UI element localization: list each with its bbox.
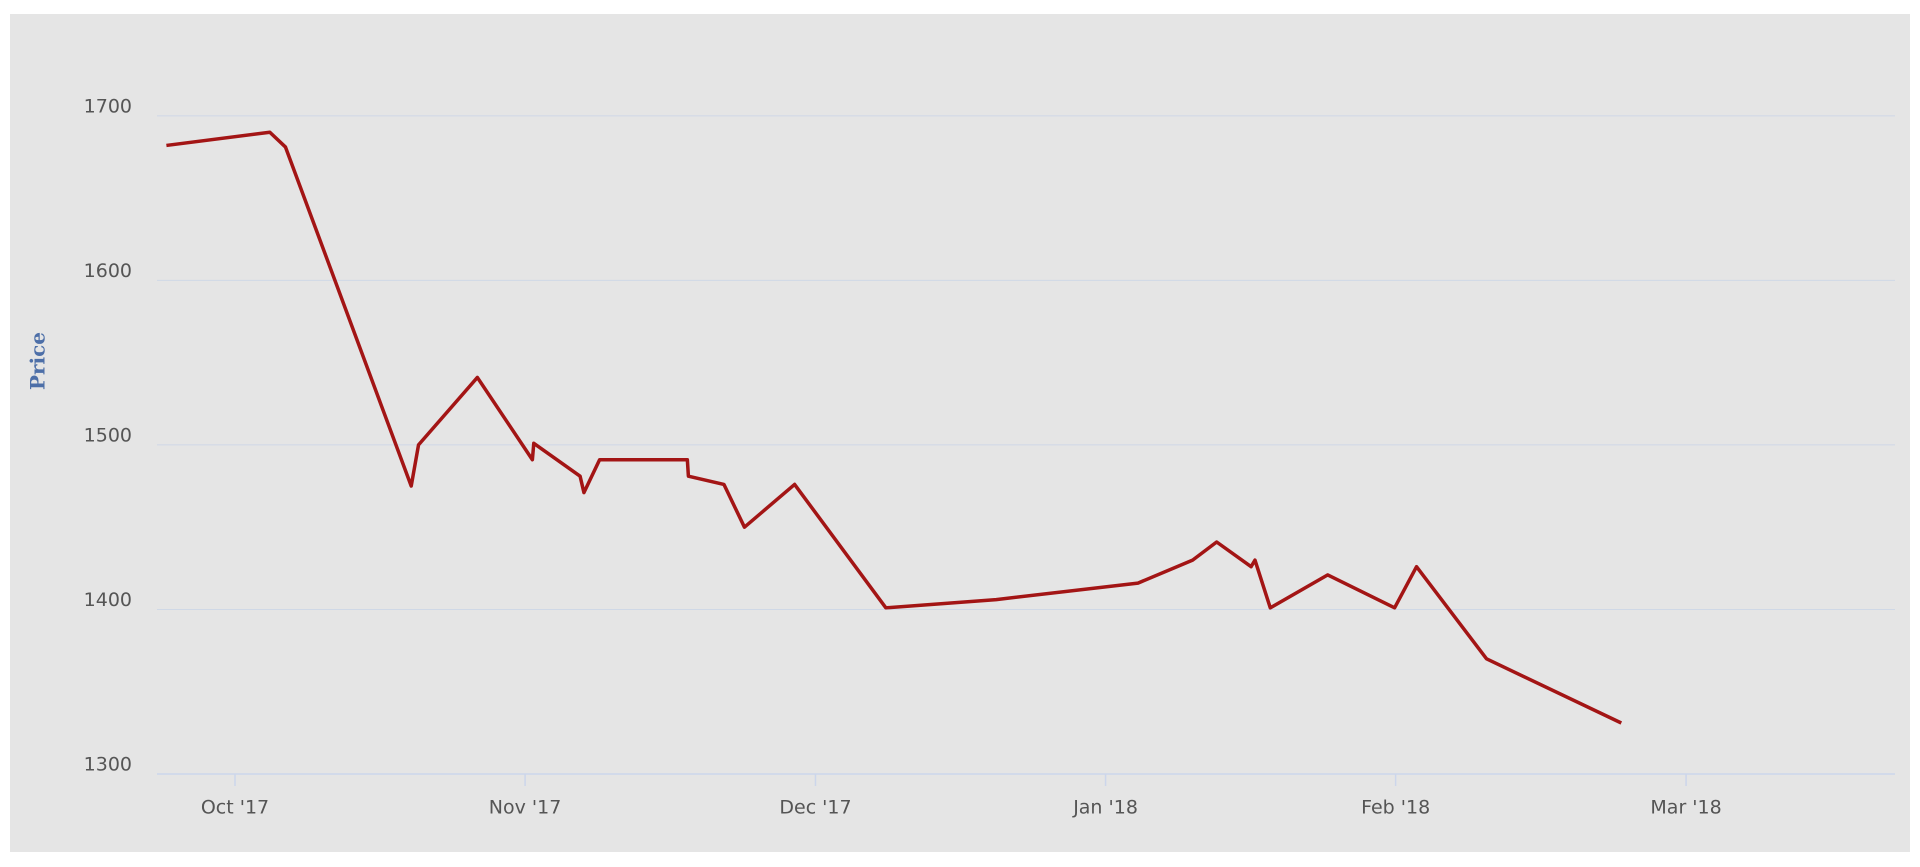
y-tick-label: 1500: [84, 424, 132, 446]
y-axis-label: Price: [26, 332, 50, 390]
y-tick-label: 1700: [84, 95, 132, 117]
x-tick-label: Dec '17: [779, 797, 851, 819]
x-tick-label: Feb '18: [1361, 797, 1430, 819]
x-tick-label: Oct '17: [201, 797, 269, 819]
y-tick-label: 1300: [84, 754, 132, 776]
x-tick-label: Jan '18: [1072, 797, 1138, 819]
y-tick-label: 1400: [84, 589, 132, 611]
plot-background: [10, 14, 1910, 852]
x-tick-label: Nov '17: [489, 797, 562, 819]
price-line: [166, 130, 1623, 725]
y-tick-label: 1600: [84, 260, 132, 282]
x-tick-label: Mar '18: [1650, 797, 1721, 819]
